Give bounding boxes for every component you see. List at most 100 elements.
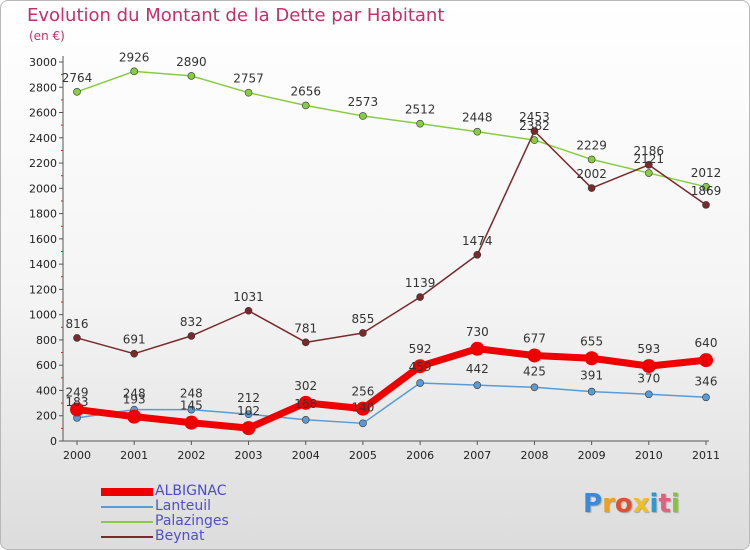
data-label-lanteuil: 248 xyxy=(180,387,203,401)
legend-swatch-lanteuil xyxy=(101,505,153,508)
chart-title: Evolution du Montant de la Dette par Hab… xyxy=(27,5,445,26)
x-tick-label: 2007 xyxy=(463,449,491,462)
y-tick-label: 400 xyxy=(36,384,57,397)
data-label-albignac: 730 xyxy=(466,325,489,339)
data-point-lanteuil xyxy=(301,415,310,424)
data-point-beynat xyxy=(473,250,482,259)
data-label-beynat: 691 xyxy=(123,333,146,347)
data-label-beynat: 1031 xyxy=(233,290,264,304)
data-label-albignac: 640 xyxy=(695,336,718,350)
data-point-albignac xyxy=(413,359,428,374)
data-label-palazinges: 2757 xyxy=(233,72,264,86)
y-tick-label: 1000 xyxy=(29,309,57,322)
data-label-lanteuil: 391 xyxy=(580,369,603,383)
legend-swatch-beynat xyxy=(101,535,153,538)
series-line-palazinges xyxy=(76,70,707,188)
data-point-lanteuil xyxy=(530,383,539,392)
data-label-palazinges: 2573 xyxy=(348,95,379,109)
y-tick-label: 3000 xyxy=(29,56,57,69)
data-point-lanteuil xyxy=(587,387,596,396)
data-label-albignac: 677 xyxy=(523,331,546,345)
legend-label-lanteuil: Lanteuil xyxy=(155,498,212,514)
data-point-beynat xyxy=(187,332,196,340)
data-label-palazinges: 2012 xyxy=(691,166,722,180)
data-label-palazinges: 2764 xyxy=(62,71,93,85)
y-tick-label: 200 xyxy=(36,410,57,423)
y-tick-label: 1400 xyxy=(29,258,57,271)
legend-label-palazinges: Palazinges xyxy=(155,513,229,529)
data-label-lanteuil: 425 xyxy=(523,364,546,378)
data-point-palazinges xyxy=(645,169,653,177)
data-label-lanteuil: 140 xyxy=(351,400,374,414)
y-tick-label: 1200 xyxy=(29,283,57,296)
legend-swatch-albignac xyxy=(101,487,153,496)
y-tick-label: 2800 xyxy=(29,81,57,94)
data-label-beynat: 855 xyxy=(351,312,374,326)
series-line-lanteuil xyxy=(76,382,707,425)
data-label-albignac: 655 xyxy=(580,334,603,348)
x-tick-label: 2004 xyxy=(292,449,320,462)
data-label-palazinges: 2890 xyxy=(176,55,207,69)
data-label-palazinges: 2512 xyxy=(405,103,436,117)
data-point-beynat xyxy=(73,334,81,342)
data-point-beynat xyxy=(702,201,710,209)
x-tick-label: 2001 xyxy=(120,449,148,462)
y-tick-label: 0 xyxy=(50,435,57,448)
data-label-lanteuil: 442 xyxy=(466,362,489,376)
data-point-lanteuil xyxy=(473,381,482,389)
logo-letter: o xyxy=(614,489,633,519)
chart-unit-label: (en €) xyxy=(29,29,65,43)
legend-label-beynat: Beynat xyxy=(155,528,205,544)
data-point-palazinges xyxy=(244,88,253,97)
y-tick-label: 1600 xyxy=(29,233,57,246)
logo-letter: t xyxy=(658,489,671,519)
data-label-beynat: 1474 xyxy=(462,234,493,248)
logo-letter: P xyxy=(583,489,603,519)
data-label-lanteuil: 459 xyxy=(409,360,432,374)
data-label-beynat: 816 xyxy=(66,317,89,331)
data-label-palazinges: 2656 xyxy=(290,84,321,98)
x-tick-label: 2008 xyxy=(520,449,548,462)
x-tick-label: 2009 xyxy=(578,449,606,462)
data-label-beynat: 832 xyxy=(180,315,203,329)
series-line-albignac xyxy=(76,345,707,432)
x-tick-label: 2003 xyxy=(235,449,263,462)
data-label-beynat: 1139 xyxy=(405,276,436,290)
legend-swatch-palazinges xyxy=(101,520,153,523)
data-label-albignac: 249 xyxy=(66,386,89,400)
data-label-lanteuil: 183 xyxy=(66,395,89,409)
data-point-albignac xyxy=(584,351,599,366)
y-tick-label: 2600 xyxy=(29,107,57,120)
data-point-beynat xyxy=(530,127,539,135)
data-point-albignac xyxy=(298,395,313,410)
data-point-beynat xyxy=(587,184,596,192)
data-label-palazinges: 2229 xyxy=(576,138,607,152)
data-label-beynat: 2453 xyxy=(519,110,550,124)
data-point-albignac xyxy=(527,348,542,363)
logo-letter: r xyxy=(602,489,615,519)
data-point-albignac xyxy=(470,341,485,356)
data-label-albignac: 302 xyxy=(294,379,317,393)
data-label-albignac: 592 xyxy=(409,342,432,356)
data-label-albignac: 145 xyxy=(180,399,203,413)
data-point-albignac xyxy=(699,353,713,368)
data-point-beynat xyxy=(244,306,253,315)
data-point-palazinges xyxy=(587,155,596,164)
data-point-palazinges xyxy=(187,72,196,80)
data-label-beynat: 2186 xyxy=(634,144,665,158)
data-label-palazinges: 2926 xyxy=(119,50,150,64)
data-point-albignac xyxy=(70,402,84,417)
data-label-lanteuil: 168 xyxy=(294,397,317,411)
data-point-lanteuil xyxy=(702,393,710,402)
data-point-lanteuil xyxy=(187,405,196,414)
data-point-albignac xyxy=(127,409,142,424)
logo-letter: i xyxy=(670,489,680,519)
data-label-albignac: 256 xyxy=(351,385,374,399)
y-tick-label: 2200 xyxy=(29,157,57,170)
data-point-beynat xyxy=(359,329,367,337)
data-label-lanteuil: 346 xyxy=(695,374,718,388)
data-point-albignac xyxy=(184,415,199,430)
proxiti-logo: Proxiti xyxy=(583,489,680,519)
y-tick-label: 2000 xyxy=(29,182,57,195)
x-tick-label: 2002 xyxy=(177,449,205,462)
